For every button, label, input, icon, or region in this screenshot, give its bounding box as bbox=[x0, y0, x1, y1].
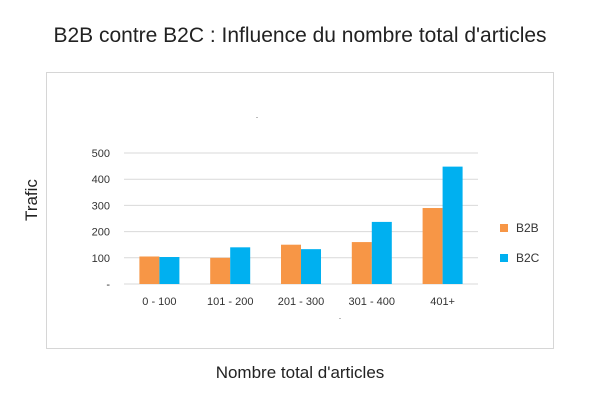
legend-item-b2b: B2B bbox=[500, 220, 539, 236]
x-tick-label: 401+ bbox=[430, 296, 455, 308]
legend-label-b2c: B2C bbox=[516, 251, 540, 265]
bar-b2b bbox=[281, 244, 301, 284]
x-axis-label: Nombre total d'articles bbox=[215, 363, 385, 382]
bar-b2c bbox=[442, 166, 463, 284]
y-tick-label: - bbox=[106, 279, 110, 291]
chart-title: B2B contre B2C : Influence du nombre tot… bbox=[53, 24, 547, 47]
bar-b2b bbox=[139, 256, 160, 284]
x-tick-label: 101 - 200 bbox=[207, 296, 253, 308]
legend-swatch-b2c bbox=[500, 254, 508, 262]
artifact-dot bbox=[339, 318, 341, 319]
y-tick-label: 300 bbox=[92, 200, 110, 212]
bar-b2c bbox=[301, 249, 321, 284]
legend-swatch-b2b bbox=[500, 224, 508, 232]
y-tick-label: 500 bbox=[92, 148, 110, 160]
legend-item-b2c: B2C bbox=[500, 250, 539, 266]
legend: B2B B2C bbox=[500, 220, 539, 280]
artifact-dot bbox=[256, 117, 258, 118]
bar-b2c bbox=[371, 221, 392, 284]
y-tick-label: 400 bbox=[92, 174, 110, 186]
bar-b2b bbox=[210, 257, 231, 284]
bar-b2b bbox=[351, 242, 372, 284]
y-tick-label: 200 bbox=[92, 227, 110, 239]
chart-panel bbox=[46, 72, 554, 349]
y-tick-label: 100 bbox=[92, 253, 110, 265]
bar-b2c bbox=[159, 257, 180, 284]
x-tick-label: 201 - 300 bbox=[278, 296, 324, 308]
bar-b2c bbox=[230, 247, 251, 284]
x-tick-label: 0 - 100 bbox=[142, 296, 176, 308]
bar-b2b bbox=[422, 208, 443, 284]
x-tick-label: 301 - 400 bbox=[349, 296, 395, 308]
legend-label-b2b: B2B bbox=[516, 221, 539, 235]
